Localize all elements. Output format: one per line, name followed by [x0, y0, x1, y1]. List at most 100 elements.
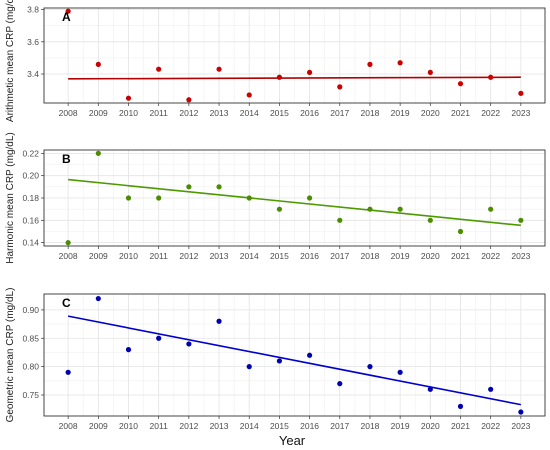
data-point	[457, 403, 464, 409]
x-tick-label: 2015	[270, 421, 289, 431]
data-point	[156, 66, 162, 72]
x-tick-label: 2013	[210, 108, 229, 118]
data-point	[156, 335, 162, 341]
x-tick-label: 2019	[391, 108, 410, 118]
y-axis-title: Arithmetic mean CRP (mg/dL)	[5, 0, 16, 122]
data-point	[65, 369, 71, 375]
y-tick-label: 0.75	[22, 390, 39, 400]
data-point	[276, 358, 283, 364]
x-tick-label: 2013	[210, 251, 229, 261]
data-point	[306, 352, 313, 358]
data-point	[397, 369, 403, 375]
data-point	[125, 347, 132, 353]
data-point	[125, 195, 132, 201]
x-tick-label: 2010	[119, 421, 138, 431]
data-point	[397, 206, 403, 212]
x-tick-label: 2017	[330, 251, 349, 261]
data-point	[518, 90, 524, 96]
data-point	[276, 206, 283, 212]
panel-a: 3.4 3.6 3.8 2008 2009 2010 2011 2012 2013 2014 201…	[5, 0, 546, 122]
x-tick-label: 2022	[481, 251, 500, 261]
x-tick-label: 2020	[421, 251, 440, 261]
x-tick-label: 2016	[300, 108, 319, 118]
y-tick-label: 0.90	[22, 305, 39, 315]
data-point	[488, 74, 494, 80]
data-point	[306, 195, 313, 201]
y-tick-label: 0.22	[22, 148, 39, 158]
x-tick-label: 2008	[59, 108, 78, 118]
x-tick-label: 2020	[421, 421, 440, 431]
y-tick-label: 0.18	[22, 193, 39, 203]
x-tick-label: 2022	[481, 421, 500, 431]
panel-c: 0.75 0.80 0.85 0.90 2008 2009 2010 2011 2012 2013…	[5, 288, 546, 431]
data-point	[397, 60, 403, 66]
data-point	[367, 206, 373, 212]
data-point	[216, 318, 222, 324]
x-tick-label: 2009	[89, 421, 108, 431]
data-point	[65, 240, 71, 246]
trend-line	[68, 76, 521, 80]
x-tick-label: 2017	[330, 108, 349, 118]
x-tick-label: 2016	[300, 421, 319, 431]
x-tick-label: 2018	[360, 251, 379, 261]
data-point	[95, 61, 101, 67]
x-tick-label: 2019	[391, 421, 410, 431]
data-point	[95, 295, 101, 302]
data-point	[246, 92, 252, 98]
x-tick-label: 2022	[481, 108, 500, 118]
x-axis-title: Year	[279, 433, 306, 448]
trend-line	[68, 178, 521, 227]
x-tick-label: 2019	[391, 251, 410, 261]
y-tick-label: 3.8	[27, 5, 39, 15]
x-tick-label: 2023	[511, 251, 530, 261]
x-tick-label: 2015	[270, 108, 289, 118]
data-point	[488, 206, 494, 212]
x-tick-label: 2023	[511, 108, 530, 118]
panel-border	[43, 149, 546, 247]
x-tick-label: 2018	[360, 108, 379, 118]
x-tick-label: 2008	[59, 421, 78, 431]
data-point	[186, 97, 192, 103]
x-tick-label: 2011	[150, 251, 169, 261]
data-point	[246, 195, 252, 201]
x-tick-label: 2021	[451, 251, 470, 261]
y-tick-label: 0.20	[22, 171, 39, 181]
x-tick-label: 2012	[179, 421, 198, 431]
x-tick-label: 2012	[179, 108, 198, 118]
x-tick-label: 2023	[511, 421, 530, 431]
data-point	[125, 95, 132, 101]
data-point	[156, 195, 162, 201]
y-axis-title: Geometric mean CRP (mg/dL)	[5, 288, 16, 423]
data-point	[186, 341, 192, 347]
panel-border	[43, 7, 546, 104]
panel-label: A	[62, 10, 71, 24]
data-point	[518, 217, 524, 223]
panel-label: C	[62, 296, 71, 310]
x-tick-label: 2008	[59, 251, 78, 261]
y-tick-label: 0.85	[22, 333, 39, 343]
x-tick-label: 2011	[150, 108, 169, 118]
panel-b: 0.14 0.16 0.18 0.20 0.22 2008 2009 2010 2011 2012…	[5, 132, 546, 264]
data-point	[337, 84, 343, 90]
x-tick-label: 2017	[330, 421, 349, 431]
x-tick-label: 2012	[179, 251, 198, 261]
data-point	[367, 61, 373, 67]
x-tick-label: 2018	[360, 421, 379, 431]
data-point	[337, 217, 343, 223]
y-tick-label: 0.16	[22, 215, 39, 225]
x-tick-label: 2010	[119, 251, 138, 261]
x-tick-label: 2020	[421, 108, 440, 118]
panel-label: B	[62, 152, 71, 166]
x-tick-label: 2021	[451, 108, 470, 118]
data-point	[276, 74, 283, 80]
y-axis-title: Harmonic mean CRP (mg/dL)	[5, 132, 16, 264]
data-point	[427, 217, 433, 223]
x-tick-label: 2013	[210, 421, 229, 431]
y-tick-label: 3.4	[27, 69, 39, 79]
data-point	[337, 381, 343, 387]
data-point	[186, 184, 192, 190]
data-point	[457, 228, 464, 235]
data-point	[518, 409, 524, 415]
data-point	[367, 364, 373, 370]
x-tick-label: 2009	[89, 251, 108, 261]
